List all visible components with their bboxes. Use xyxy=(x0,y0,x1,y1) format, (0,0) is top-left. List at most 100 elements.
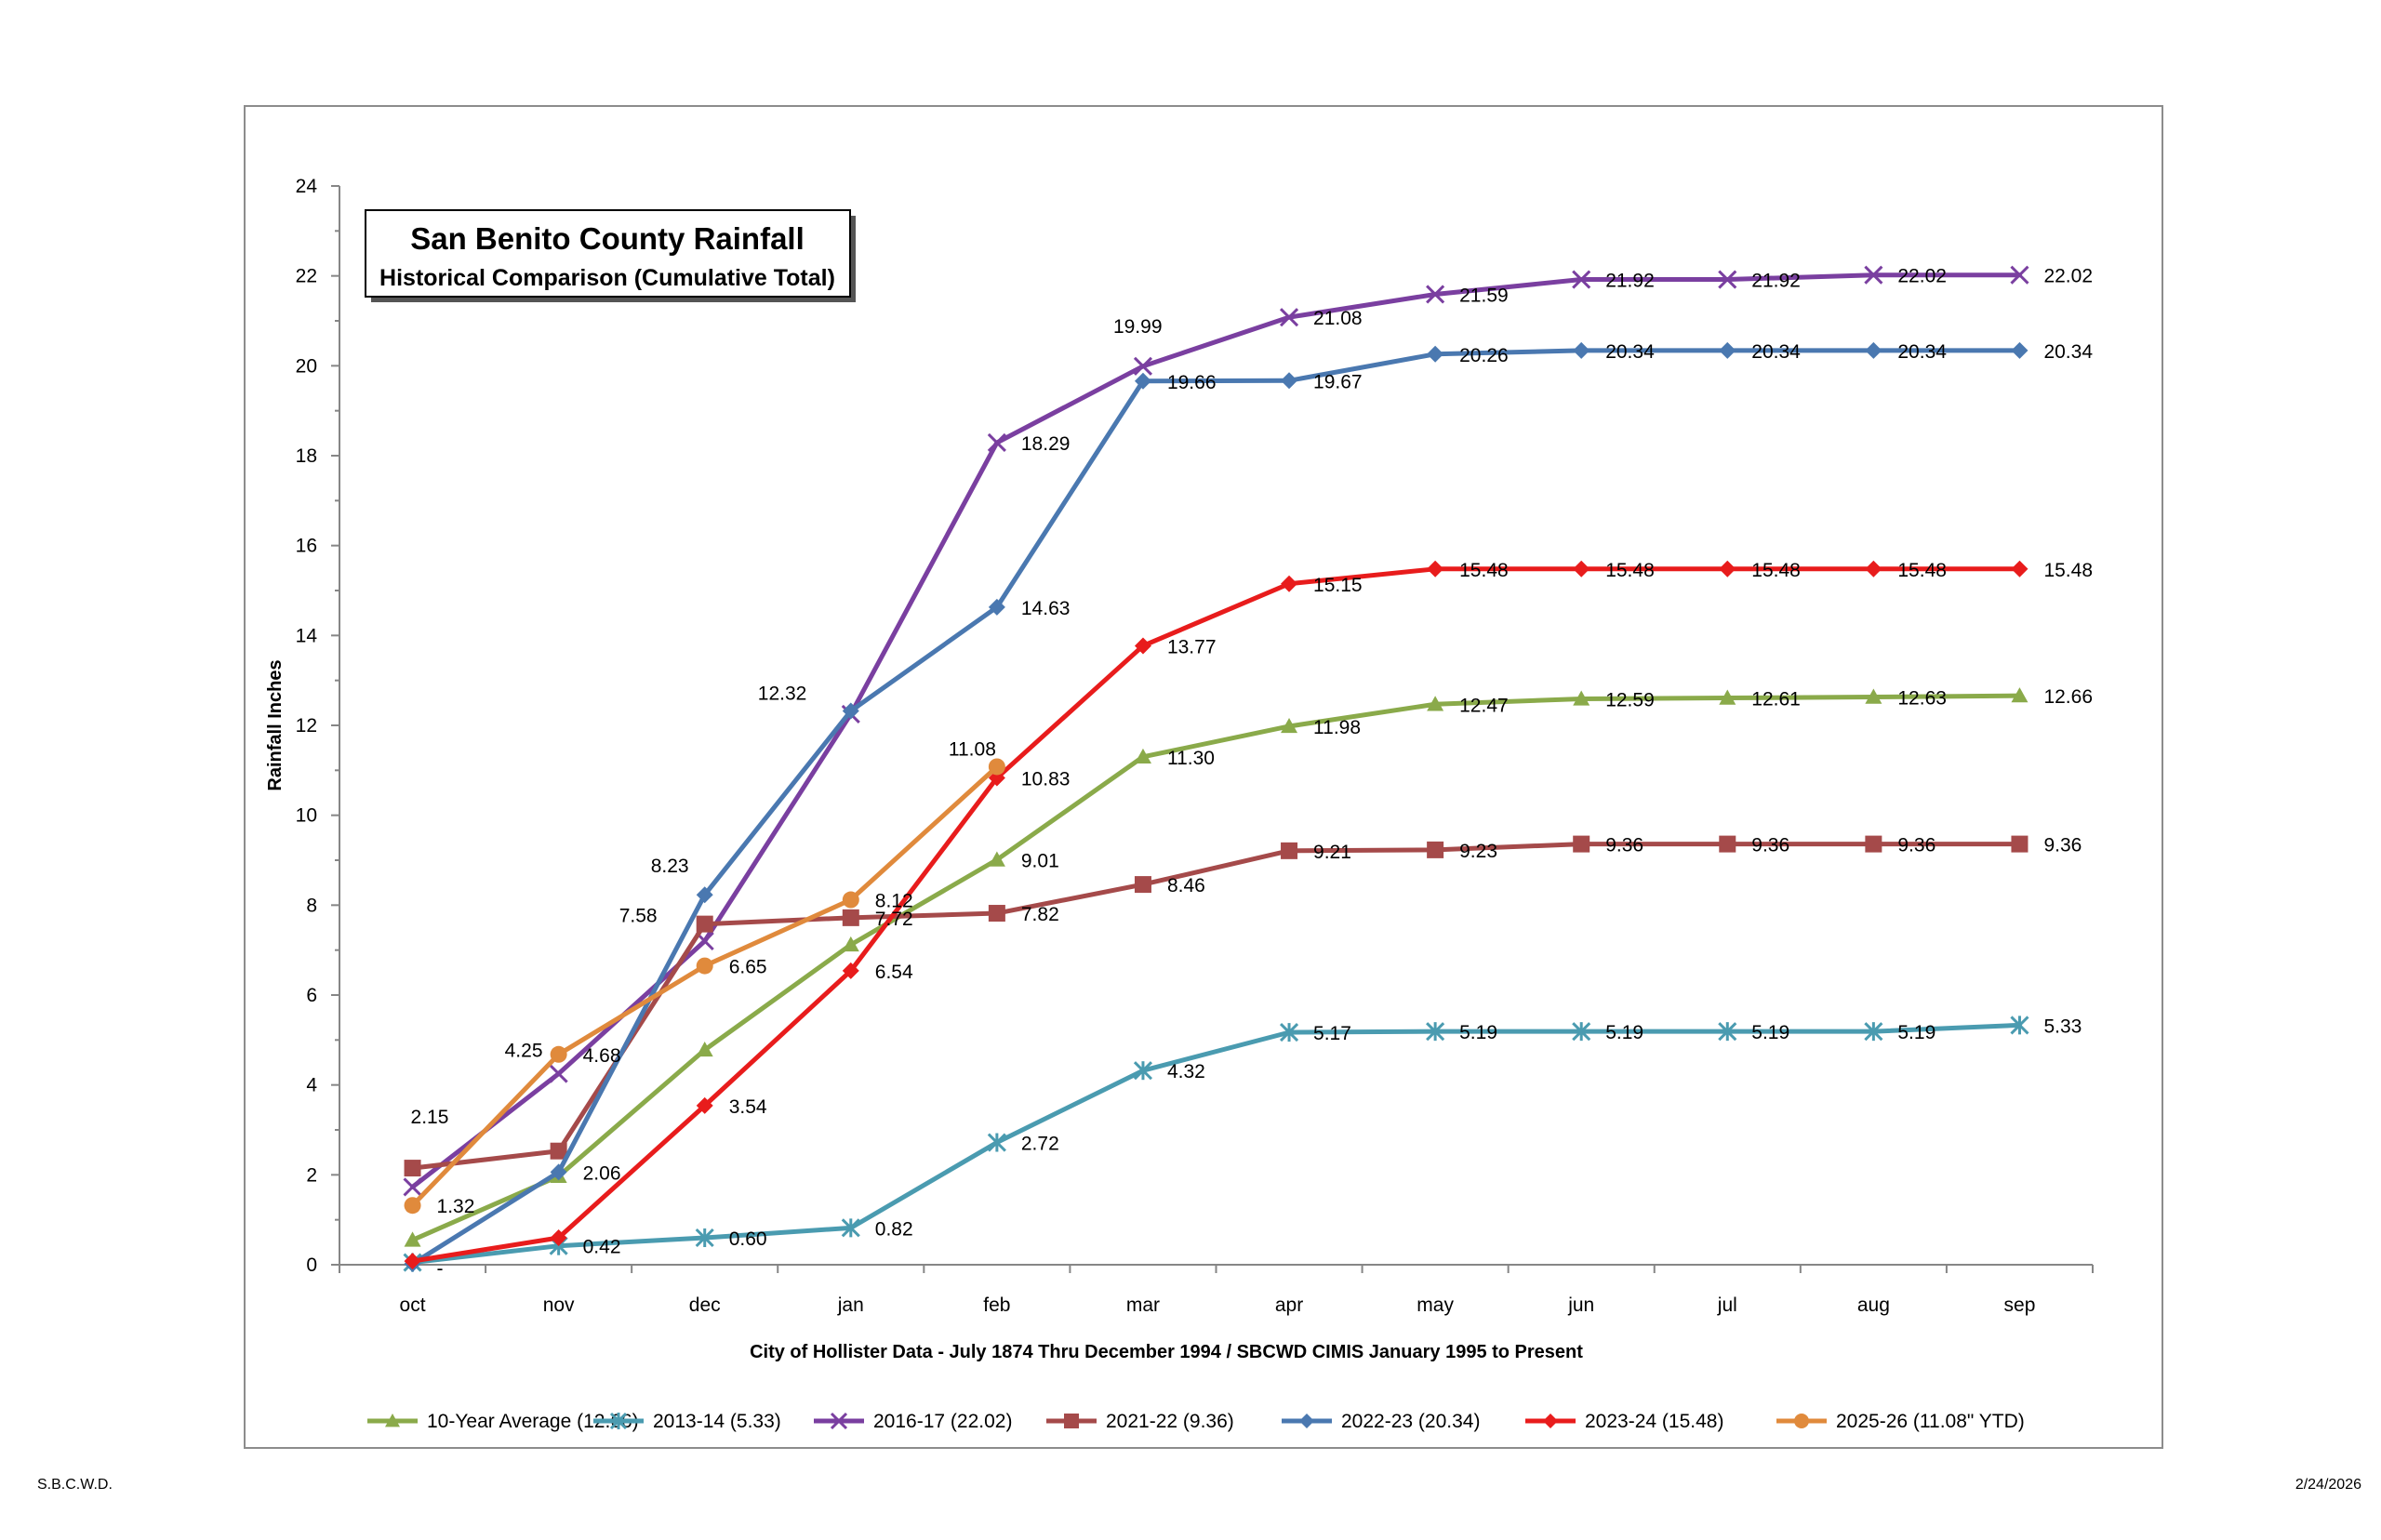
data-label: 1.32 xyxy=(437,1196,475,1217)
data-label: 15.48 xyxy=(1459,560,1509,581)
data-label: 14.63 xyxy=(1021,598,1071,619)
data-label: 8.12 xyxy=(875,891,913,912)
marker-diamond xyxy=(1427,560,1444,578)
data-label: 11.08 xyxy=(949,738,996,760)
marker-x xyxy=(830,1412,848,1430)
series-line xyxy=(410,693,2022,1242)
data-label: 19.99 xyxy=(1113,316,1163,338)
data-label: 20.34 xyxy=(2043,341,2093,363)
marker-diamond xyxy=(1719,341,1736,359)
data-label: 15.48 xyxy=(2043,560,2093,581)
data-label: 21.92 xyxy=(1605,271,1655,292)
x-tick-label: jul xyxy=(1717,1294,1737,1316)
marker-x xyxy=(403,1177,422,1197)
marker-diamond xyxy=(696,1096,713,1114)
y-tick-label: 18 xyxy=(296,445,317,467)
data-label: 11.98 xyxy=(1313,717,1361,738)
marker-square xyxy=(1064,1414,1079,1428)
marker-circle xyxy=(404,1197,421,1215)
data-label: 9.36 xyxy=(2043,835,2082,856)
marker-square xyxy=(404,1160,421,1177)
data-label: 4.68 xyxy=(583,1045,621,1067)
x-tick-label: nov xyxy=(543,1294,575,1316)
x-tick-label: may xyxy=(1417,1294,1454,1316)
data-label: 0.60 xyxy=(729,1228,767,1250)
marker-star xyxy=(1133,1061,1153,1081)
marker-x-stroke xyxy=(1718,270,1737,289)
marker-x xyxy=(1718,270,1737,289)
marker-x xyxy=(1572,270,1591,289)
data-label: 20.26 xyxy=(1459,345,1509,366)
marker-circle xyxy=(988,758,1005,776)
data-label: 20.34 xyxy=(1897,341,1947,363)
data-label: 22.02 xyxy=(2043,266,2093,287)
series-10-year xyxy=(404,687,2029,1247)
marker-diamond xyxy=(1543,1414,1558,1428)
marker-diamond xyxy=(1134,637,1151,655)
title-box xyxy=(365,209,851,298)
marker-x-stroke xyxy=(1279,308,1299,327)
marker-square xyxy=(842,909,859,926)
legend-item: 2013-14 (5.33) xyxy=(593,1411,781,1432)
x-axis-title: City of Hollister Data - July 1874 Thru … xyxy=(750,1342,1583,1362)
marker-x xyxy=(987,432,1006,453)
marker-triangle xyxy=(1427,696,1444,711)
marker-star xyxy=(1279,1023,1299,1042)
marker-circle xyxy=(696,957,713,975)
marker-x-stroke xyxy=(1864,265,1883,285)
legend-label: 2022-23 (20.34) xyxy=(1341,1411,1480,1432)
data-label: 8.46 xyxy=(1167,875,1205,896)
data-label: 13.77 xyxy=(1167,636,1217,657)
series-2013-14 xyxy=(403,1016,2029,1272)
data-label: 12.61 xyxy=(1751,689,1801,710)
marker-square xyxy=(550,1142,567,1160)
legend-item: 2023-24 (15.48) xyxy=(1525,1411,1723,1432)
marker-square xyxy=(988,905,1005,923)
data-labels-layer: 9.01 11.30 11.98 12.47 12.59 12.61 12.63 12.66 0… xyxy=(411,266,2094,1280)
series-line xyxy=(410,348,2022,1267)
data-label: 5.19 xyxy=(1751,1022,1789,1043)
marker-diamond xyxy=(842,702,859,720)
marker-diamond xyxy=(1427,345,1444,363)
marker-x-stroke xyxy=(403,1177,422,1197)
marker-circle xyxy=(1794,1414,1809,1428)
chart-subtitle: Historical Comparison (Cumulative Total) xyxy=(379,265,835,291)
data-label: 3.54 xyxy=(729,1096,767,1118)
data-label: 9.36 xyxy=(1605,835,1643,856)
marker-diamond xyxy=(1281,575,1298,592)
marker-x xyxy=(1426,285,1445,304)
data-label: 11.30 xyxy=(1167,748,1215,769)
data-label: 8.23 xyxy=(651,856,689,877)
legend: 10-Year Average (12.66) 2013-14 (5.33) 201… xyxy=(367,1411,2025,1432)
data-label: 5.17 xyxy=(1313,1023,1351,1044)
marker-triangle xyxy=(385,1414,400,1427)
marker-diamond xyxy=(550,1163,567,1181)
marker-triangle xyxy=(1719,689,1736,705)
marker-square xyxy=(1865,835,1882,853)
marker-diamond xyxy=(1281,372,1298,390)
marker-diamond xyxy=(1573,560,1590,578)
series-line xyxy=(410,1022,2022,1266)
marker-x xyxy=(1279,308,1299,327)
marker-star xyxy=(987,1133,1006,1152)
marker-x-stroke xyxy=(1426,285,1445,304)
marker-x-stroke xyxy=(549,1064,568,1083)
marker-diamond xyxy=(550,1229,567,1246)
data-label: 2.72 xyxy=(1021,1134,1059,1155)
marker-circle xyxy=(842,891,859,909)
data-label: 0.82 xyxy=(875,1218,913,1240)
y-tick-label: 14 xyxy=(296,625,318,646)
marker-diamond xyxy=(2011,341,2029,359)
data-label: 0.42 xyxy=(583,1237,621,1258)
marker-x xyxy=(1864,265,1883,285)
data-label: 22.02 xyxy=(1897,266,1947,287)
marker-diamond xyxy=(1299,1414,1314,1428)
series-line xyxy=(410,566,2022,1264)
legend-item: 2016-17 (22.02) xyxy=(814,1411,1012,1432)
series-2023-24 xyxy=(404,560,2029,1270)
marker-square xyxy=(1573,835,1590,853)
data-label: 21.59 xyxy=(1459,285,1509,306)
data-label: 9.01 xyxy=(1021,851,1059,872)
legend-label: 2021-22 (9.36) xyxy=(1106,1411,1234,1432)
y-tick-label: 24 xyxy=(296,176,318,197)
